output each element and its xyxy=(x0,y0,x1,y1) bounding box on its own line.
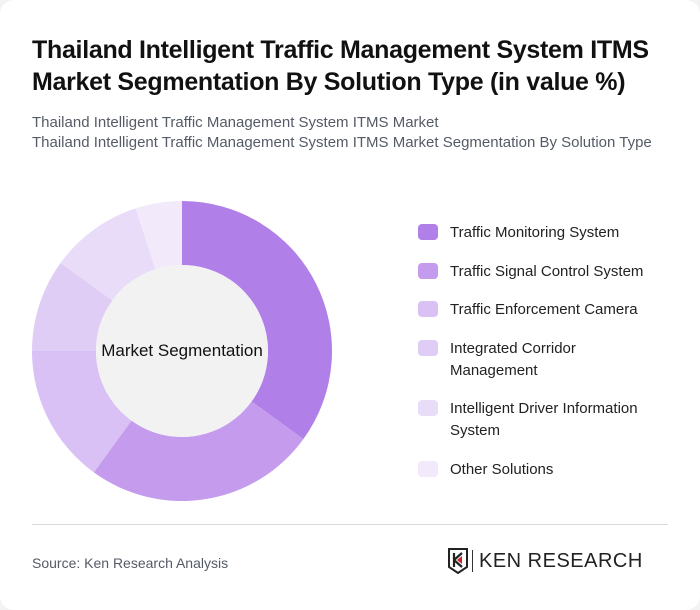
legend-item-other-solutions[interactable]: Other Solutions xyxy=(418,459,670,481)
donut-slice[interactable] xyxy=(32,262,113,351)
source-note: Source: Ken Research Analysis xyxy=(32,555,229,571)
legend-swatch xyxy=(418,340,438,356)
donut-center-label: Market Segmentation xyxy=(101,341,263,360)
legend-label: Traffic Enforcement Camera xyxy=(450,301,638,318)
ken-shield-icon xyxy=(448,548,468,574)
legend-item-traffic-monitoring[interactable]: Traffic Monitoring System xyxy=(418,222,670,244)
legend-label: Integrated Corridor Management xyxy=(450,340,576,379)
legend-label: Traffic Signal Control System xyxy=(450,263,644,280)
legend-item-corridor-management[interactable]: Integrated Corridor Management xyxy=(418,338,610,382)
logo-text: KEN RESEARCH xyxy=(479,549,643,572)
footer-divider xyxy=(32,524,668,525)
legend-item-signal-control[interactable]: Traffic Signal Control System xyxy=(418,261,670,283)
donut-slice[interactable] xyxy=(182,201,332,440)
logo-divider xyxy=(472,550,473,572)
donut-slice[interactable] xyxy=(135,201,182,270)
chart-subtitle: Thailand Intelligent Traffic Management … xyxy=(32,113,672,153)
legend-label: Intelligent Driver Information System xyxy=(450,400,638,439)
donut-slice[interactable] xyxy=(32,351,132,473)
legend-label: Traffic Monitoring System xyxy=(450,224,620,241)
subtitle-line-1: Thailand Intelligent Traffic Management … xyxy=(32,114,439,131)
legend-item-enforcement-camera[interactable]: Traffic Enforcement Camera xyxy=(418,299,670,321)
donut-slice[interactable] xyxy=(60,208,156,301)
legend-swatch xyxy=(418,400,438,416)
subtitle-line-2: Thailand Intelligent Traffic Management … xyxy=(32,134,652,151)
legend-swatch xyxy=(418,301,438,317)
donut-slice[interactable] xyxy=(93,401,304,501)
legend-label: Other Solutions xyxy=(450,461,554,478)
chart-title: Thailand Intelligent Traffic Management … xyxy=(32,36,649,96)
donut-hole xyxy=(96,265,268,437)
legend-item-driver-information[interactable]: Intelligent Driver Information System xyxy=(418,398,665,442)
ken-research-logo: KEN RESEARCH xyxy=(448,548,643,574)
donut-chart xyxy=(32,201,332,501)
legend-swatch xyxy=(418,263,438,279)
legend-swatch xyxy=(418,224,438,240)
legend-swatch xyxy=(418,461,438,477)
